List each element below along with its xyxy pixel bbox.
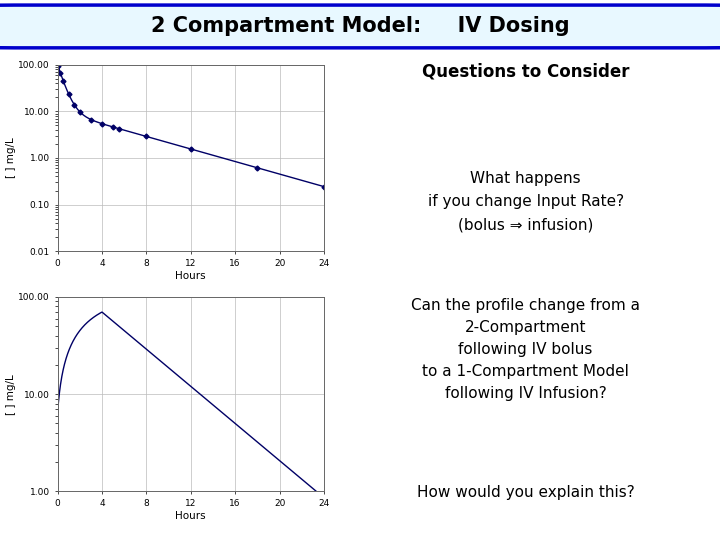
X-axis label: Hours: Hours	[176, 271, 206, 280]
Text: How would you explain this?: How would you explain this?	[417, 484, 634, 500]
FancyBboxPatch shape	[0, 5, 720, 48]
Text: 2 Compartment Model:     IV Dosing: 2 Compartment Model: IV Dosing	[150, 16, 570, 37]
Text: What happens
if you change Input Rate?
(bolus ⇒ infusion): What happens if you change Input Rate? (…	[428, 171, 624, 233]
Y-axis label: [ ] mg/L: [ ] mg/L	[6, 374, 16, 415]
X-axis label: Hours: Hours	[176, 511, 206, 521]
Text: Can the profile change from a
2-Compartment
following IV bolus
to a 1-Compartmen: Can the profile change from a 2-Compartm…	[411, 298, 640, 401]
Y-axis label: [ ] mg/L: [ ] mg/L	[6, 138, 16, 178]
Text: Questions to Consider: Questions to Consider	[422, 63, 629, 80]
